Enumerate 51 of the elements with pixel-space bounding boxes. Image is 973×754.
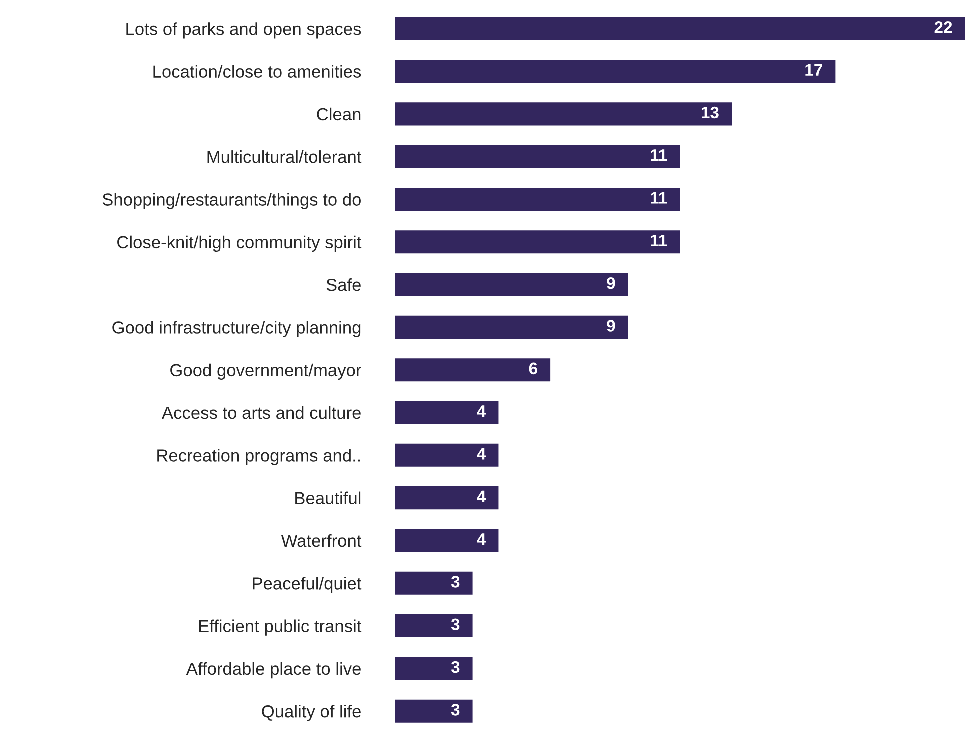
data-label: 4 (477, 448, 486, 460)
bar (395, 316, 628, 339)
data-label: 11 (651, 150, 668, 162)
bar (395, 17, 966, 40)
bar (395, 486, 499, 510)
data-label: 22 (934, 22, 952, 34)
data-label: 3 (451, 704, 460, 716)
y-tick-label: Close-knit/high community spirit (118, 236, 362, 252)
bar (395, 657, 473, 680)
y-tick-label: Quality of life (262, 705, 361, 722)
data-label: 4 (477, 406, 486, 418)
data-label: 3 (451, 618, 460, 631)
y-tick-label: Shopping/restaurants/things to do (102, 193, 361, 210)
bar (395, 230, 680, 254)
y-tick-label: Peaceful/quiet (253, 577, 362, 594)
bar (395, 700, 473, 723)
y-tick-label: Waterfront (281, 534, 362, 548)
bar (395, 529, 499, 552)
bar (395, 358, 551, 382)
y-tick-label: Good government/mayor (170, 364, 362, 380)
bar (395, 572, 473, 595)
data-label: 4 (477, 490, 486, 502)
y-tick-label: Affordable place to live (186, 662, 361, 679)
bar (395, 614, 473, 638)
y-tick-label: Location/close to amenities (154, 65, 362, 78)
data-label: 17 (806, 64, 822, 76)
y-tick-label: Recreation programs and.. (158, 449, 360, 466)
data-label: 4 (477, 534, 486, 546)
bar (395, 444, 499, 467)
bar (395, 102, 732, 126)
y-tick-label: Access to arts and culture (162, 406, 361, 420)
data-label: 9 (607, 320, 616, 332)
y-tick-label: Multicultural/tolerant (208, 150, 362, 164)
y-tick-label: Good infrastructure/city planning (112, 321, 361, 338)
bar (395, 401, 499, 424)
data-label: 3 (451, 661, 460, 674)
data-label: 6 (529, 362, 538, 375)
bar (395, 60, 836, 84)
y-tick-label: Beautiful (296, 492, 361, 505)
data-label: 13 (702, 106, 719, 119)
data-label: 9 (607, 277, 616, 290)
bar (395, 145, 680, 168)
data-label: 3 (451, 576, 460, 588)
bar (395, 188, 680, 212)
y-tick-label: Safe (326, 278, 361, 292)
y-tick-label: Lots of parks and open spaces (126, 22, 362, 39)
y-tick-label: Clean (317, 108, 361, 121)
y-tick-label: Efficient public transit (199, 620, 362, 636)
data-label: 11 (651, 192, 668, 204)
data-label: 11 (651, 234, 668, 246)
bar (395, 273, 628, 296)
